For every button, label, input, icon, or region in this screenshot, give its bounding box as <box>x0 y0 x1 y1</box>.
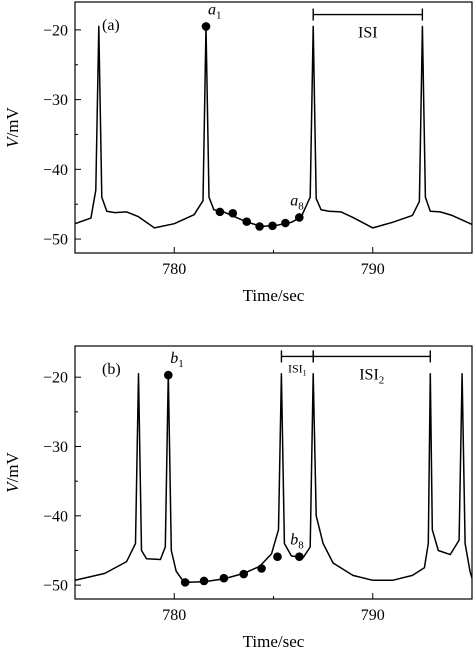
y-tick-label: −20 <box>43 22 68 39</box>
sample-point <box>281 218 290 228</box>
interval-bracket <box>312 350 432 363</box>
voltage-trace <box>75 25 472 229</box>
y-axis-label: V/mV <box>3 106 22 147</box>
y-tick-label: −30 <box>43 92 68 109</box>
sample-point <box>180 578 190 587</box>
voltage-trace <box>75 372 472 584</box>
x-tick-label: 790 <box>361 607 385 624</box>
x-tick-label: 780 <box>162 607 186 624</box>
interval-label: ISI <box>358 25 378 42</box>
panel-b: −20 −30 −40 −50 780 790 Time/sec V/mV (b) b1 b8 ISI… <box>3 345 473 649</box>
panel-a: −20 −30 −40 −50 780 790 Time/sec V/mV (a) a1 a8 ISI <box>3 1 473 305</box>
sample-point <box>242 217 252 226</box>
interval-label: ISI1 <box>288 361 307 377</box>
first-point-label: a1 <box>208 1 222 21</box>
y-tick-label: −40 <box>43 508 68 525</box>
x-axis-label: Time/sec <box>243 632 305 649</box>
sample-point <box>199 576 209 586</box>
sample-point <box>295 552 304 562</box>
y-tick-label: −20 <box>43 370 68 387</box>
y-tick-label: −50 <box>43 578 68 595</box>
interval-bracket <box>312 8 424 21</box>
sample-point <box>257 564 266 573</box>
plot-frame <box>74 345 473 600</box>
sample-point <box>228 208 238 218</box>
sample-point <box>273 552 282 562</box>
sample-point <box>295 213 304 222</box>
sample-point <box>201 22 211 31</box>
sample-point <box>163 370 173 380</box>
interval-label: ISI2 <box>359 366 384 386</box>
sample-point <box>268 221 277 231</box>
y-tick-label: −50 <box>43 232 68 249</box>
sample-point <box>219 573 229 583</box>
x-axis-label: Time/sec <box>243 286 305 305</box>
panel-label: (b) <box>102 361 121 378</box>
first-point-label: b1 <box>170 350 184 370</box>
last-point-label: b8 <box>290 532 304 552</box>
x-tick-label: 780 <box>162 261 186 278</box>
y-tick-label: −40 <box>43 162 68 179</box>
sample-point <box>215 207 225 217</box>
sample-point <box>239 569 249 579</box>
panel-label: (a) <box>102 17 120 34</box>
last-point-label: a8 <box>290 192 304 212</box>
y-axis-label: V/mV <box>3 451 22 492</box>
x-tick-label: 790 <box>361 261 385 278</box>
y-tick-label: −30 <box>43 439 68 456</box>
sample-point <box>255 222 264 231</box>
